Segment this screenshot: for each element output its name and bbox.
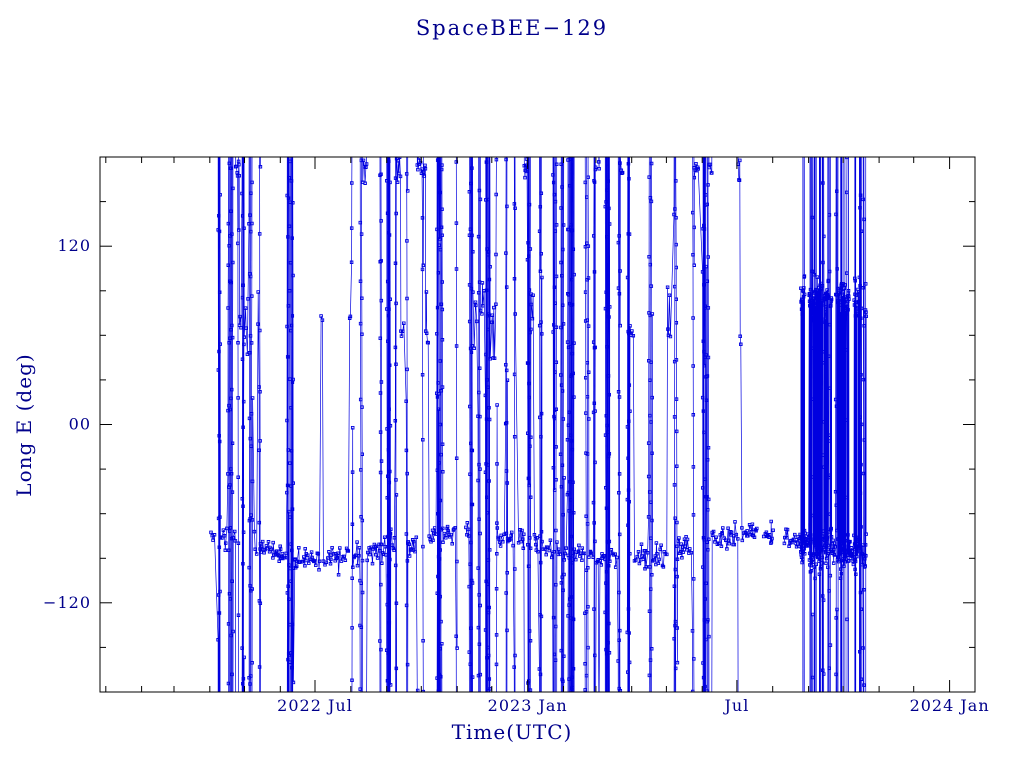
chart-title: SpaceBEE−129 [415, 16, 609, 40]
svg-text:00: 00 [69, 415, 91, 434]
x-axis-label: Time(UTC) [451, 720, 573, 744]
svg-text:2023 Jan: 2023 Jan [488, 696, 568, 715]
svg-text:120: 120 [57, 236, 91, 255]
svg-text:Jul: Jul [722, 696, 749, 715]
svg-text:−120: −120 [43, 593, 91, 612]
svg-text:2024 Jan: 2024 Jan [910, 696, 990, 715]
svg-text:2022 Jul: 2022 Jul [277, 696, 353, 715]
y-axis-label: Long E (deg) [12, 353, 36, 497]
